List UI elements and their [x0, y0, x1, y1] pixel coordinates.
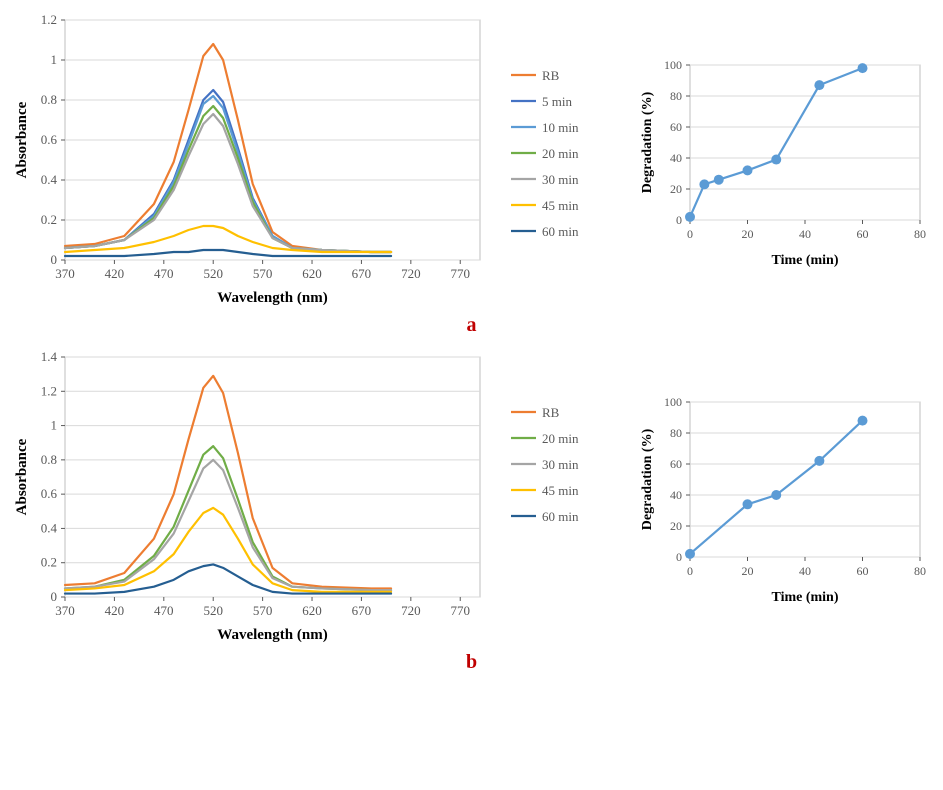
svg-text:40: 40: [799, 564, 811, 578]
svg-text:5 min: 5 min: [542, 94, 572, 109]
svg-text:0.4: 0.4: [41, 520, 58, 535]
svg-text:20: 20: [670, 182, 682, 196]
panel-b-absorbance-chart: 0 0.2 0.4 0.6 0.8 1 1.2 1.4 370 420 470 520 570 620 67…: [10, 347, 486, 647]
svg-text:Wavelength (nm): Wavelength (nm): [217, 290, 327, 306]
svg-text:470: 470: [154, 266, 174, 281]
svg-text:370: 370: [55, 266, 75, 281]
svg-text:1: 1: [51, 418, 58, 433]
svg-text:Degradation (%): Degradation (%): [640, 91, 655, 193]
svg-text:0.6: 0.6: [41, 132, 58, 147]
panel-a-degradation-chart: 0 20 40 60 80 100 0 20 40 60 80 Time (min) Degradati…: [635, 50, 933, 270]
panel-a-label: a: [10, 314, 933, 337]
svg-text:420: 420: [105, 603, 125, 618]
svg-text:520: 520: [203, 603, 223, 618]
svg-text:1.2: 1.2: [41, 383, 57, 398]
svg-text:0: 0: [687, 564, 693, 578]
svg-text:0.6: 0.6: [41, 486, 58, 501]
svg-text:770: 770: [450, 603, 470, 618]
svg-text:40: 40: [670, 488, 682, 502]
panel-a-row: 0 0.2 0.4 0.6 0.8 1 1.2 370 420 470 520 570 620 670 72…: [10, 10, 933, 310]
svg-text:Degradation (%): Degradation (%): [640, 428, 655, 530]
svg-text:20: 20: [742, 564, 754, 578]
svg-text:60: 60: [857, 564, 869, 578]
svg-text:570: 570: [253, 266, 273, 281]
svg-text:30 min: 30 min: [542, 457, 579, 472]
svg-text:80: 80: [670, 426, 682, 440]
svg-text:20 min: 20 min: [542, 431, 579, 446]
svg-text:Time (min): Time (min): [772, 590, 839, 605]
svg-text:Absorbance: Absorbance: [14, 438, 30, 515]
svg-text:80: 80: [914, 564, 926, 578]
svg-text:0: 0: [676, 213, 682, 227]
svg-text:0: 0: [676, 550, 682, 564]
svg-text:0.4: 0.4: [41, 172, 58, 187]
svg-text:670: 670: [352, 266, 372, 281]
svg-text:Time (min): Time (min): [772, 253, 839, 268]
panel-b-label: b: [10, 651, 933, 674]
svg-text:520: 520: [203, 266, 223, 281]
svg-text:30 min: 30 min: [542, 172, 579, 187]
svg-text:770: 770: [450, 266, 470, 281]
svg-text:100: 100: [664, 395, 682, 409]
svg-text:1.2: 1.2: [41, 12, 57, 27]
svg-text:0.8: 0.8: [41, 452, 57, 467]
svg-text:60: 60: [670, 457, 682, 471]
svg-text:40: 40: [670, 151, 682, 165]
svg-text:RB: RB: [542, 405, 560, 420]
svg-text:720: 720: [401, 266, 421, 281]
svg-text:0.2: 0.2: [41, 555, 57, 570]
svg-text:60 min: 60 min: [542, 224, 579, 239]
svg-text:20: 20: [742, 227, 754, 241]
panel-a-absorbance-chart: 0 0.2 0.4 0.6 0.8 1 1.2 370 420 470 520 570 620 670 72…: [10, 10, 486, 310]
svg-text:0: 0: [687, 227, 693, 241]
svg-text:420: 420: [105, 266, 125, 281]
panel-a-legend: RB 5 min 10 min 20 min 30 min 45 min 60 min: [506, 60, 615, 260]
svg-text:45 min: 45 min: [542, 483, 579, 498]
svg-text:RB: RB: [542, 68, 560, 83]
svg-text:40: 40: [799, 227, 811, 241]
svg-text:10 min: 10 min: [542, 120, 579, 135]
svg-text:60: 60: [670, 120, 682, 134]
svg-text:1.4: 1.4: [41, 349, 58, 364]
svg-text:20: 20: [670, 519, 682, 533]
svg-text:1: 1: [51, 52, 58, 67]
svg-text:0: 0: [51, 252, 58, 267]
svg-text:60: 60: [857, 227, 869, 241]
svg-text:570: 570: [253, 603, 273, 618]
svg-text:370: 370: [55, 603, 75, 618]
panel-b-legend: RB 20 min 30 min 45 min 60 min: [506, 397, 615, 597]
panel-b-row: 0 0.2 0.4 0.6 0.8 1 1.2 1.4 370 420 470 520 570 620 67…: [10, 347, 933, 647]
svg-text:670: 670: [352, 603, 372, 618]
svg-text:0.2: 0.2: [41, 212, 57, 227]
svg-text:100: 100: [664, 58, 682, 72]
svg-text:Absorbance: Absorbance: [14, 101, 30, 178]
svg-text:620: 620: [302, 266, 322, 281]
svg-text:80: 80: [670, 89, 682, 103]
svg-text:20 min: 20 min: [542, 146, 579, 161]
svg-text:0: 0: [51, 589, 58, 604]
svg-text:470: 470: [154, 603, 174, 618]
svg-text:Wavelength (nm): Wavelength (nm): [217, 627, 327, 643]
svg-text:620: 620: [302, 603, 322, 618]
panel-b-degradation-chart: 0 20 40 60 80 100 0 20 40 60 80 Time (min) Degradati…: [635, 387, 933, 607]
svg-text:0.8: 0.8: [41, 92, 57, 107]
svg-text:60 min: 60 min: [542, 509, 579, 524]
svg-text:720: 720: [401, 603, 421, 618]
svg-text:45 min: 45 min: [542, 198, 579, 213]
svg-text:80: 80: [914, 227, 926, 241]
